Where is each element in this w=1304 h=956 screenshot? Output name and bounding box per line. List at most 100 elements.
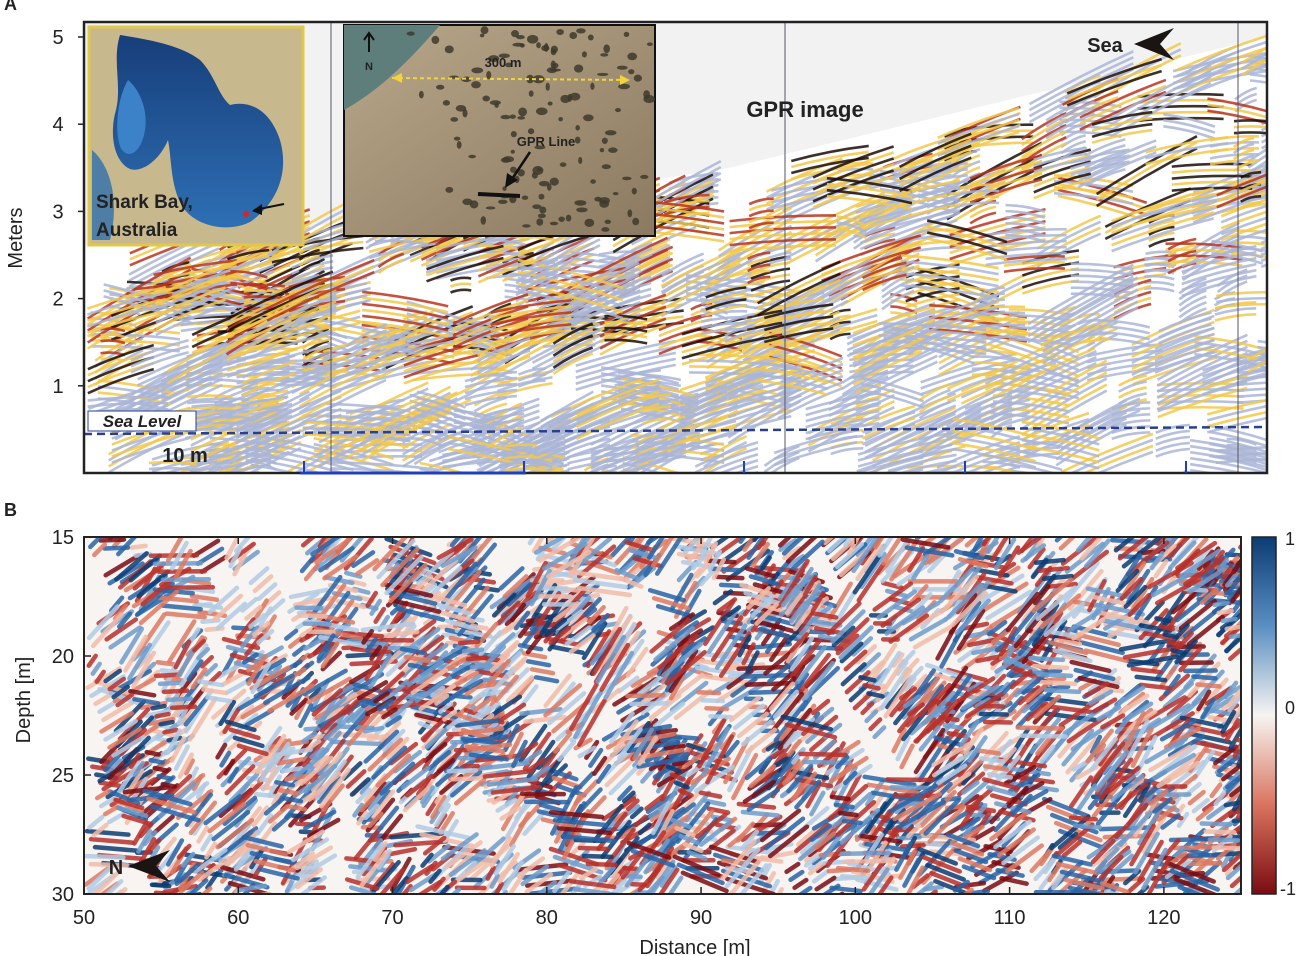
depth-heatmap-stroke (108, 625, 143, 650)
depth-heatmap-stroke (493, 843, 516, 876)
depth-heatmap-stroke (762, 871, 776, 893)
depth-heatmap-stroke (1216, 608, 1234, 616)
depth-heatmap-stroke (189, 593, 220, 602)
depth-heatmap-stroke (517, 618, 535, 639)
shrub (569, 31, 578, 40)
depth-heatmap-stroke (520, 864, 550, 887)
depth-heatmap-stroke (204, 841, 218, 860)
depth-heatmap-stroke (489, 835, 512, 868)
gpr-trace (1171, 168, 1253, 174)
gpr-trace (964, 392, 1031, 416)
gpr-trace (603, 430, 687, 457)
depth-heatmap-stroke (289, 697, 308, 716)
depth-heatmap-stroke (173, 639, 192, 670)
shrub (505, 62, 513, 68)
depth-heatmap-stroke (508, 811, 531, 848)
depth-heatmap-stroke (933, 735, 965, 748)
gpr-trace (476, 349, 531, 375)
depth-heatmap-stroke (1178, 647, 1202, 673)
gpr-trace (1084, 143, 1126, 163)
gpr-trace (448, 441, 553, 469)
gpr-trace (250, 457, 325, 473)
depth-heatmap-stroke (1163, 726, 1201, 750)
gpr-trace (1154, 326, 1215, 350)
gpr-trace (694, 447, 759, 473)
gpr-trace (585, 476, 609, 488)
shrub (604, 130, 617, 136)
gpr-trace (729, 244, 836, 253)
depth-heatmap-stroke (298, 703, 314, 729)
depth-heatmap-stroke (88, 537, 103, 550)
gpr-trace (751, 471, 759, 473)
gpr-trace (857, 431, 953, 456)
gpr-trace (663, 199, 710, 210)
depth-heatmap-stroke (1148, 892, 1154, 894)
depth-heatmap-stroke (172, 781, 210, 813)
depth-heatmap-stroke (1088, 668, 1118, 693)
depth-heatmap-stroke (1227, 688, 1241, 708)
gpr-trace (852, 304, 960, 341)
depth-heatmap-stroke (885, 777, 935, 783)
gpr-trace (1247, 353, 1267, 368)
depth-heatmap-stroke (302, 668, 348, 697)
depth-heatmap-stroke (1222, 557, 1241, 588)
depth-heatmap-stroke (1196, 689, 1212, 712)
depth-heatmap-stroke (912, 668, 936, 701)
depth-heatmap-stroke (123, 634, 149, 673)
gpr-trace (1206, 404, 1267, 422)
gpr-trace (490, 317, 572, 333)
gpr-trace (747, 257, 771, 267)
gpr-trace (267, 206, 349, 257)
gpr-trace (628, 456, 668, 473)
gpr-trace (1155, 447, 1190, 458)
gpr-trace (192, 411, 280, 432)
gpr-trace (1045, 100, 1096, 128)
gpr-trace (1148, 219, 1175, 230)
depth-heatmap-stroke (215, 742, 228, 760)
depth-heatmap-stroke (672, 620, 700, 640)
shrub (601, 164, 611, 170)
depth-heatmap-stroke (378, 671, 405, 696)
gpr-trace (267, 212, 349, 263)
depth-heatmap-stroke (961, 779, 990, 805)
gpr-trace (1240, 195, 1262, 203)
depth-heatmap-stroke (875, 658, 906, 703)
depth-heatmap-stroke (1002, 634, 1022, 665)
shrub (569, 92, 581, 101)
gpr-trace (1111, 401, 1151, 410)
depth-heatmap-stroke (695, 812, 728, 839)
gpr-trace (1167, 243, 1197, 257)
depth-heatmap-stroke (504, 803, 527, 840)
gpr-trace (964, 410, 1031, 434)
shrub (528, 90, 534, 97)
gpr-trace (1247, 171, 1267, 187)
depth-heatmap-stroke (600, 873, 620, 894)
gpr-trace (326, 432, 411, 443)
depth-heatmap-stroke (562, 809, 591, 860)
depth-heatmap-stroke (90, 612, 124, 649)
depth-heatmap-stroke (208, 670, 222, 685)
gpr-trace (607, 247, 653, 271)
depth-heatmap-stroke (961, 780, 980, 795)
gpr-trace (881, 271, 915, 293)
shrub (482, 95, 490, 102)
depth-heatmap-stroke (188, 800, 218, 836)
gpr-trace (952, 435, 1037, 457)
gpr-trace (1220, 228, 1267, 248)
gpr-trace (1167, 249, 1197, 263)
depth-heatmap-stroke (1211, 850, 1241, 858)
gpr-trace (1209, 430, 1267, 448)
depth-heatmap-stroke (1069, 659, 1112, 674)
gpr-title: GPR image (746, 97, 863, 122)
depth-heatmap-stroke (1051, 871, 1066, 891)
depth-heatmap-stroke (1108, 882, 1120, 894)
gpr-trace (952, 417, 1037, 439)
depth-heatmap-stroke (937, 665, 969, 708)
gpr-trace (918, 388, 951, 408)
gpr-trace (763, 450, 800, 473)
shrub (559, 162, 567, 167)
gpr-trace (729, 226, 836, 235)
depth-heatmap-stroke (1230, 585, 1241, 604)
depth-heatmap-stroke (1223, 680, 1239, 700)
